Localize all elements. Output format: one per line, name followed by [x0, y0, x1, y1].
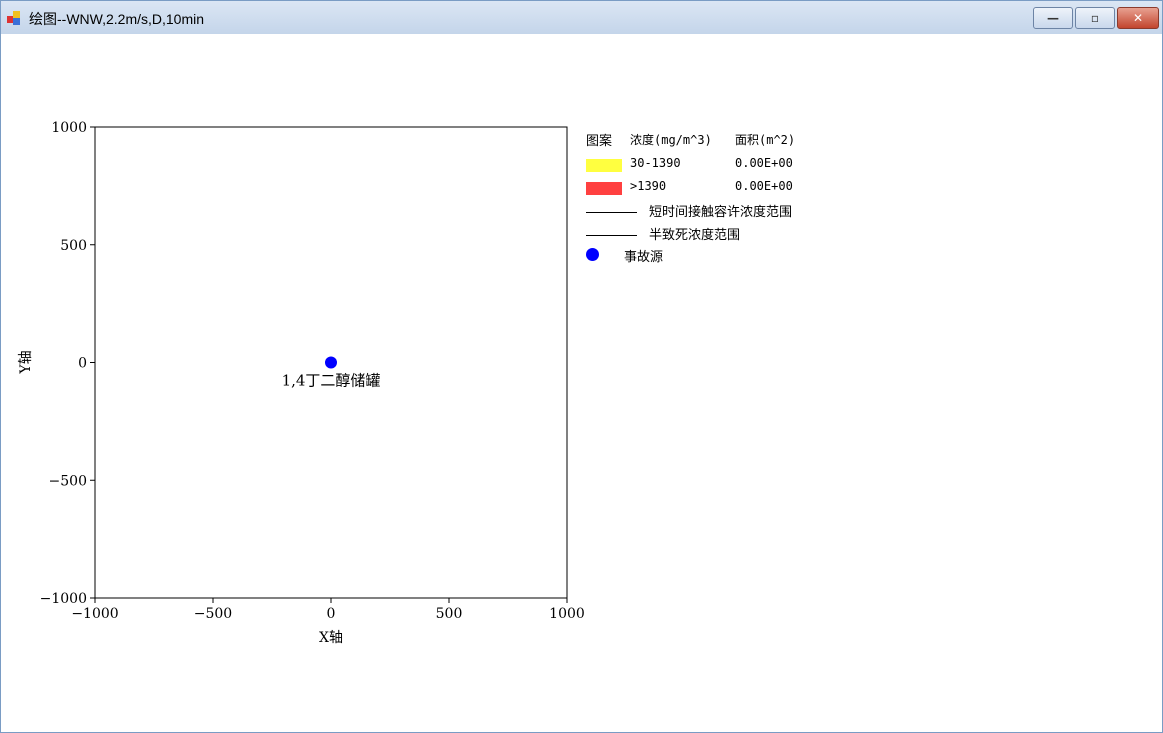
legend-line-label: 半致死浓度范围 — [649, 228, 741, 243]
y-tick-label: 500 — [60, 238, 87, 254]
app-icon — [7, 11, 21, 25]
legend-source-label: 事故源 — [624, 250, 664, 265]
legend-band-area: 0.00E+00 — [735, 156, 793, 170]
legend-swatch-yellow — [586, 159, 622, 172]
y-axis-label: Y轴 — [18, 350, 34, 374]
legend-header-concentration: 浓度(mg/m^3) — [630, 133, 712, 147]
close-button[interactable]: ✕ — [1117, 7, 1159, 29]
chart: X轴 Y轴 −1000 −500 0 500 1000 1000 500 0 −500 −1000… — [18, 120, 585, 646]
maximize-button[interactable]: ▫ — [1075, 7, 1115, 29]
source-point-label: 1,4丁二醇储罐 — [282, 372, 381, 390]
x-tick-label: 0 — [327, 606, 336, 622]
legend-band-range: 30-1390 — [630, 156, 681, 170]
legend-line-lc50 — [586, 235, 637, 236]
legend-line-label: 短时间接触容许浓度范围 — [649, 205, 793, 220]
source-point — [325, 356, 337, 369]
x-axis-label: X轴 — [319, 630, 343, 646]
legend-header-pattern: 图案 — [586, 134, 613, 149]
title-bar[interactable]: 绘图--WNW,2.2m/s,D,10min — ▫ ✕ — [1, 1, 1162, 34]
y-tick-label: −1000 — [40, 591, 87, 607]
restore-icon: ▫ — [1090, 11, 1100, 25]
x-tick-label: 500 — [436, 606, 463, 622]
y-tick-label: 1000 — [51, 120, 87, 136]
y-tick-label: 0 — [78, 356, 87, 372]
legend-band-range: >1390 — [630, 179, 667, 193]
window-title: 绘图--WNW,2.2m/s,D,10min — [29, 11, 205, 27]
x-tick-label: −1000 — [71, 606, 118, 622]
legend-band-area: 0.00E+00 — [735, 179, 793, 193]
minimize-button[interactable]: — — [1033, 7, 1073, 29]
close-icon: ✕ — [1132, 11, 1144, 25]
minimize-icon: — — [1047, 11, 1059, 25]
legend-swatch-red — [586, 182, 622, 195]
legend-header-area: 面积(m^2) — [735, 133, 796, 147]
legend-line-stel — [586, 212, 637, 213]
legend-source-marker — [586, 248, 599, 261]
x-tick-label: −500 — [194, 606, 232, 622]
x-tick-label: 1000 — [549, 606, 585, 622]
y-tick-label: −500 — [49, 473, 87, 489]
